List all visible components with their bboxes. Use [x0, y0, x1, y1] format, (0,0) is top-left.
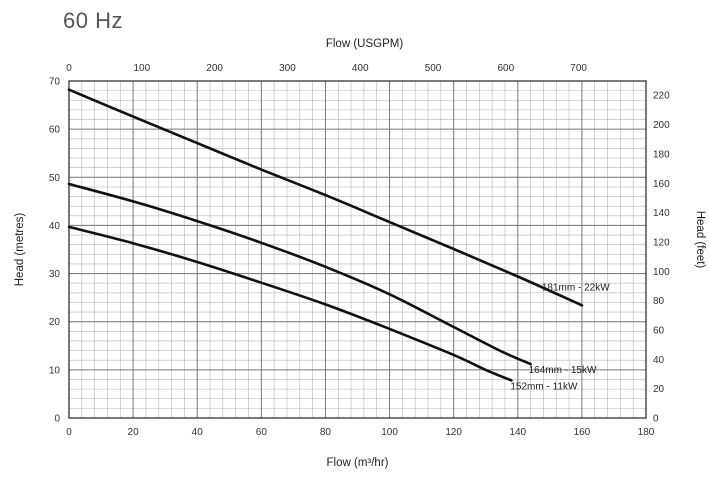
top-tick-label: 600	[498, 63, 515, 74]
right-tick-label: 40	[653, 355, 665, 366]
series-label: 152mm - 11kW	[510, 381, 578, 392]
right-axis-title: Head (feet)	[694, 211, 706, 269]
x-tick-label: 60	[256, 427, 268, 438]
x-tick-label: 20	[128, 427, 140, 438]
series-line	[67, 182, 532, 366]
y-tick-label: 50	[49, 173, 61, 184]
top-tick-label: 200	[206, 63, 223, 74]
frequency-label: 60 Hz	[63, 8, 123, 33]
y-tick-label: 40	[49, 221, 61, 232]
x-tick-label: 120	[445, 427, 462, 438]
top-tick-label: 300	[279, 63, 296, 74]
right-tick-label: 80	[653, 296, 665, 307]
y-tick-label: 10	[49, 365, 61, 376]
right-tick-label: 180	[653, 149, 670, 160]
series-label: 164mm - 15kW	[529, 365, 597, 376]
right-tick-label: 100	[653, 267, 670, 278]
series-labels: 181mm - 22kW 164mm - 15kW 152mm - 11kW	[510, 282, 610, 392]
top-tick-label: 500	[425, 63, 442, 74]
right-tick-label: 220	[653, 91, 670, 102]
top-axis-title: Flow (USGPM)	[326, 38, 403, 50]
right-tick-label: 120	[653, 237, 670, 248]
x-tick-label: 80	[320, 427, 332, 438]
plot-frame	[68, 80, 647, 419]
series-line	[67, 225, 513, 382]
right-tick-label: 20	[653, 384, 665, 395]
x-tick-label: 180	[638, 427, 655, 438]
right-tick-label: 60	[653, 325, 665, 336]
series-label: 181mm - 22kW	[542, 282, 610, 293]
y-tick-label: 60	[49, 125, 61, 136]
top-tick-label: 100	[133, 63, 150, 74]
x-tick-label: 100	[381, 427, 398, 438]
tick-labels: 0 20 40 60 80 100 120 140 160 1800102030405060700…	[49, 63, 670, 438]
y-tick-label: 70	[49, 77, 61, 88]
top-tick-label: 400	[352, 63, 369, 74]
x-axis-title: Flow (m³/hr)	[327, 457, 389, 469]
series-line	[67, 88, 584, 307]
x-tick-label: 0	[66, 427, 72, 438]
right-tick-label: 160	[653, 179, 670, 190]
x-tick-label: 140	[509, 427, 526, 438]
y-axis-title: Head (metres)	[14, 213, 26, 287]
top-tick-label: 0	[66, 63, 72, 74]
right-tick-label: 200	[653, 120, 670, 131]
x-tick-label: 160	[574, 427, 591, 438]
y-tick-label: 0	[54, 414, 60, 425]
y-tick-label: 30	[49, 269, 61, 280]
x-tick-label: 40	[192, 427, 204, 438]
series-lines	[67, 88, 584, 382]
right-tick-label: 0	[653, 414, 659, 425]
top-tick-label: 700	[570, 63, 587, 74]
right-tick-label: 140	[653, 208, 670, 219]
y-tick-label: 20	[49, 317, 61, 328]
